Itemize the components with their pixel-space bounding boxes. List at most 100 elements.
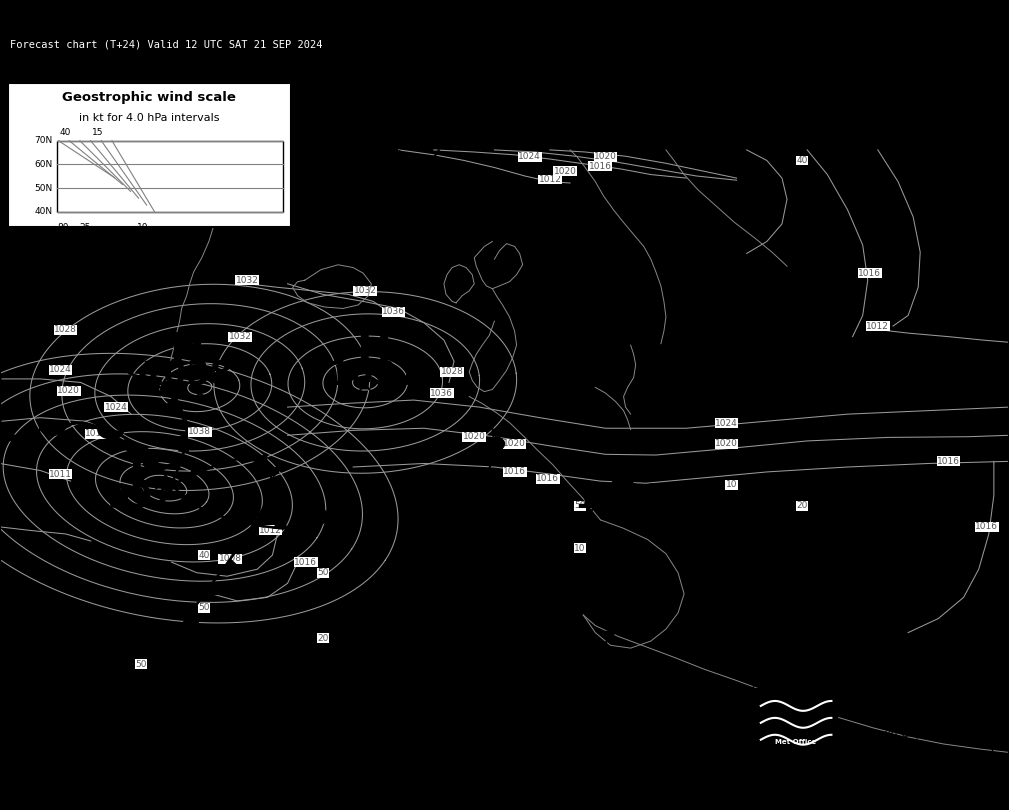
Polygon shape: [167, 398, 183, 414]
Text: 10: 10: [137, 224, 148, 232]
Text: 40: 40: [60, 127, 71, 137]
Text: 40: 40: [796, 156, 808, 165]
Polygon shape: [471, 207, 484, 215]
Polygon shape: [143, 457, 167, 471]
Text: 1024: 1024: [105, 403, 127, 411]
Text: 1032: 1032: [236, 275, 258, 285]
Polygon shape: [418, 167, 432, 180]
Bar: [755, 688, 837, 752]
Text: H: H: [356, 330, 390, 372]
Polygon shape: [532, 582, 542, 589]
Text: 1036: 1036: [382, 308, 405, 317]
Polygon shape: [582, 646, 592, 654]
Polygon shape: [190, 465, 204, 475]
Bar: [753, 684, 992, 756]
Text: 1008: 1008: [219, 554, 241, 563]
Text: 40: 40: [198, 551, 210, 560]
Text: 1028: 1028: [54, 325, 77, 334]
Text: © Crown Copyright: © Crown Copyright: [848, 729, 956, 740]
Text: 1020: 1020: [594, 152, 616, 161]
Text: 1020: 1020: [463, 433, 485, 441]
Polygon shape: [148, 671, 163, 680]
Text: 1024: 1024: [715, 419, 738, 428]
Polygon shape: [463, 194, 475, 202]
Text: 50: 50: [574, 501, 586, 510]
Polygon shape: [184, 614, 199, 623]
Text: L: L: [128, 453, 154, 495]
Polygon shape: [432, 170, 444, 179]
Text: 20: 20: [796, 501, 808, 510]
Text: 1011: 1011: [49, 470, 72, 479]
Polygon shape: [98, 427, 123, 439]
Polygon shape: [411, 160, 423, 168]
Bar: [57, 141, 283, 212]
Text: 1016: 1016: [976, 522, 998, 531]
Polygon shape: [175, 418, 189, 427]
Text: 70N: 70N: [34, 136, 52, 145]
Text: 1012: 1012: [867, 322, 889, 330]
Polygon shape: [123, 440, 148, 453]
Text: 1032: 1032: [229, 332, 251, 341]
Polygon shape: [510, 586, 520, 594]
Polygon shape: [137, 373, 155, 389]
Polygon shape: [398, 193, 412, 207]
Text: 50N: 50N: [34, 184, 52, 193]
Text: 1020: 1020: [503, 439, 526, 448]
Text: 1036: 1036: [431, 389, 453, 398]
Polygon shape: [555, 581, 565, 589]
Polygon shape: [601, 603, 612, 609]
Text: 10: 10: [574, 544, 586, 552]
Polygon shape: [175, 436, 189, 452]
Text: 50: 50: [317, 568, 329, 578]
Text: 50: 50: [198, 603, 210, 612]
Text: 1038: 1038: [140, 359, 233, 392]
Text: 20: 20: [317, 633, 329, 643]
Polygon shape: [388, 151, 401, 160]
Polygon shape: [408, 179, 422, 192]
Polygon shape: [506, 627, 516, 635]
Text: 1032: 1032: [354, 286, 376, 296]
Text: Geostrophic wind scale: Geostrophic wind scale: [63, 92, 236, 104]
Text: 60N: 60N: [34, 160, 52, 169]
Polygon shape: [255, 514, 269, 523]
Text: 80: 80: [58, 224, 69, 232]
Polygon shape: [9, 435, 35, 445]
Polygon shape: [201, 503, 213, 514]
Text: 1020: 1020: [715, 439, 738, 448]
Text: 1024: 1024: [49, 365, 72, 374]
Polygon shape: [492, 612, 503, 620]
Text: 1012: 1012: [86, 429, 108, 438]
Polygon shape: [181, 492, 193, 503]
Polygon shape: [167, 460, 180, 470]
Polygon shape: [224, 559, 239, 568]
Polygon shape: [588, 236, 598, 243]
Text: 1016: 1016: [589, 162, 611, 171]
Text: Met Office: Met Office: [776, 740, 816, 745]
Text: 10: 10: [725, 480, 738, 489]
Polygon shape: [605, 616, 615, 624]
Text: 50: 50: [135, 660, 147, 669]
Polygon shape: [266, 495, 281, 505]
Polygon shape: [604, 630, 615, 637]
Polygon shape: [250, 517, 264, 527]
Polygon shape: [241, 535, 256, 544]
Polygon shape: [155, 387, 169, 396]
Text: in kt for 4.0 hPa intervals: in kt for 4.0 hPa intervals: [79, 113, 220, 122]
Text: 1016: 1016: [537, 475, 559, 484]
Polygon shape: [522, 639, 532, 647]
Polygon shape: [542, 646, 552, 654]
Text: 1016: 1016: [295, 557, 317, 567]
Text: 992: 992: [106, 482, 177, 515]
Polygon shape: [294, 519, 308, 529]
Text: Forecast chart (T+24) Valid 12 UTC SAT 21 SEP 2024: Forecast chart (T+24) Valid 12 UTC SAT 2…: [10, 40, 323, 49]
Text: 1038: 1038: [189, 427, 211, 437]
Polygon shape: [325, 510, 337, 521]
Polygon shape: [215, 453, 229, 462]
Polygon shape: [587, 219, 597, 226]
Polygon shape: [39, 424, 66, 435]
Polygon shape: [491, 595, 501, 603]
Polygon shape: [204, 586, 219, 595]
Polygon shape: [184, 614, 199, 623]
Text: 1028: 1028: [441, 368, 463, 377]
Polygon shape: [576, 189, 587, 196]
